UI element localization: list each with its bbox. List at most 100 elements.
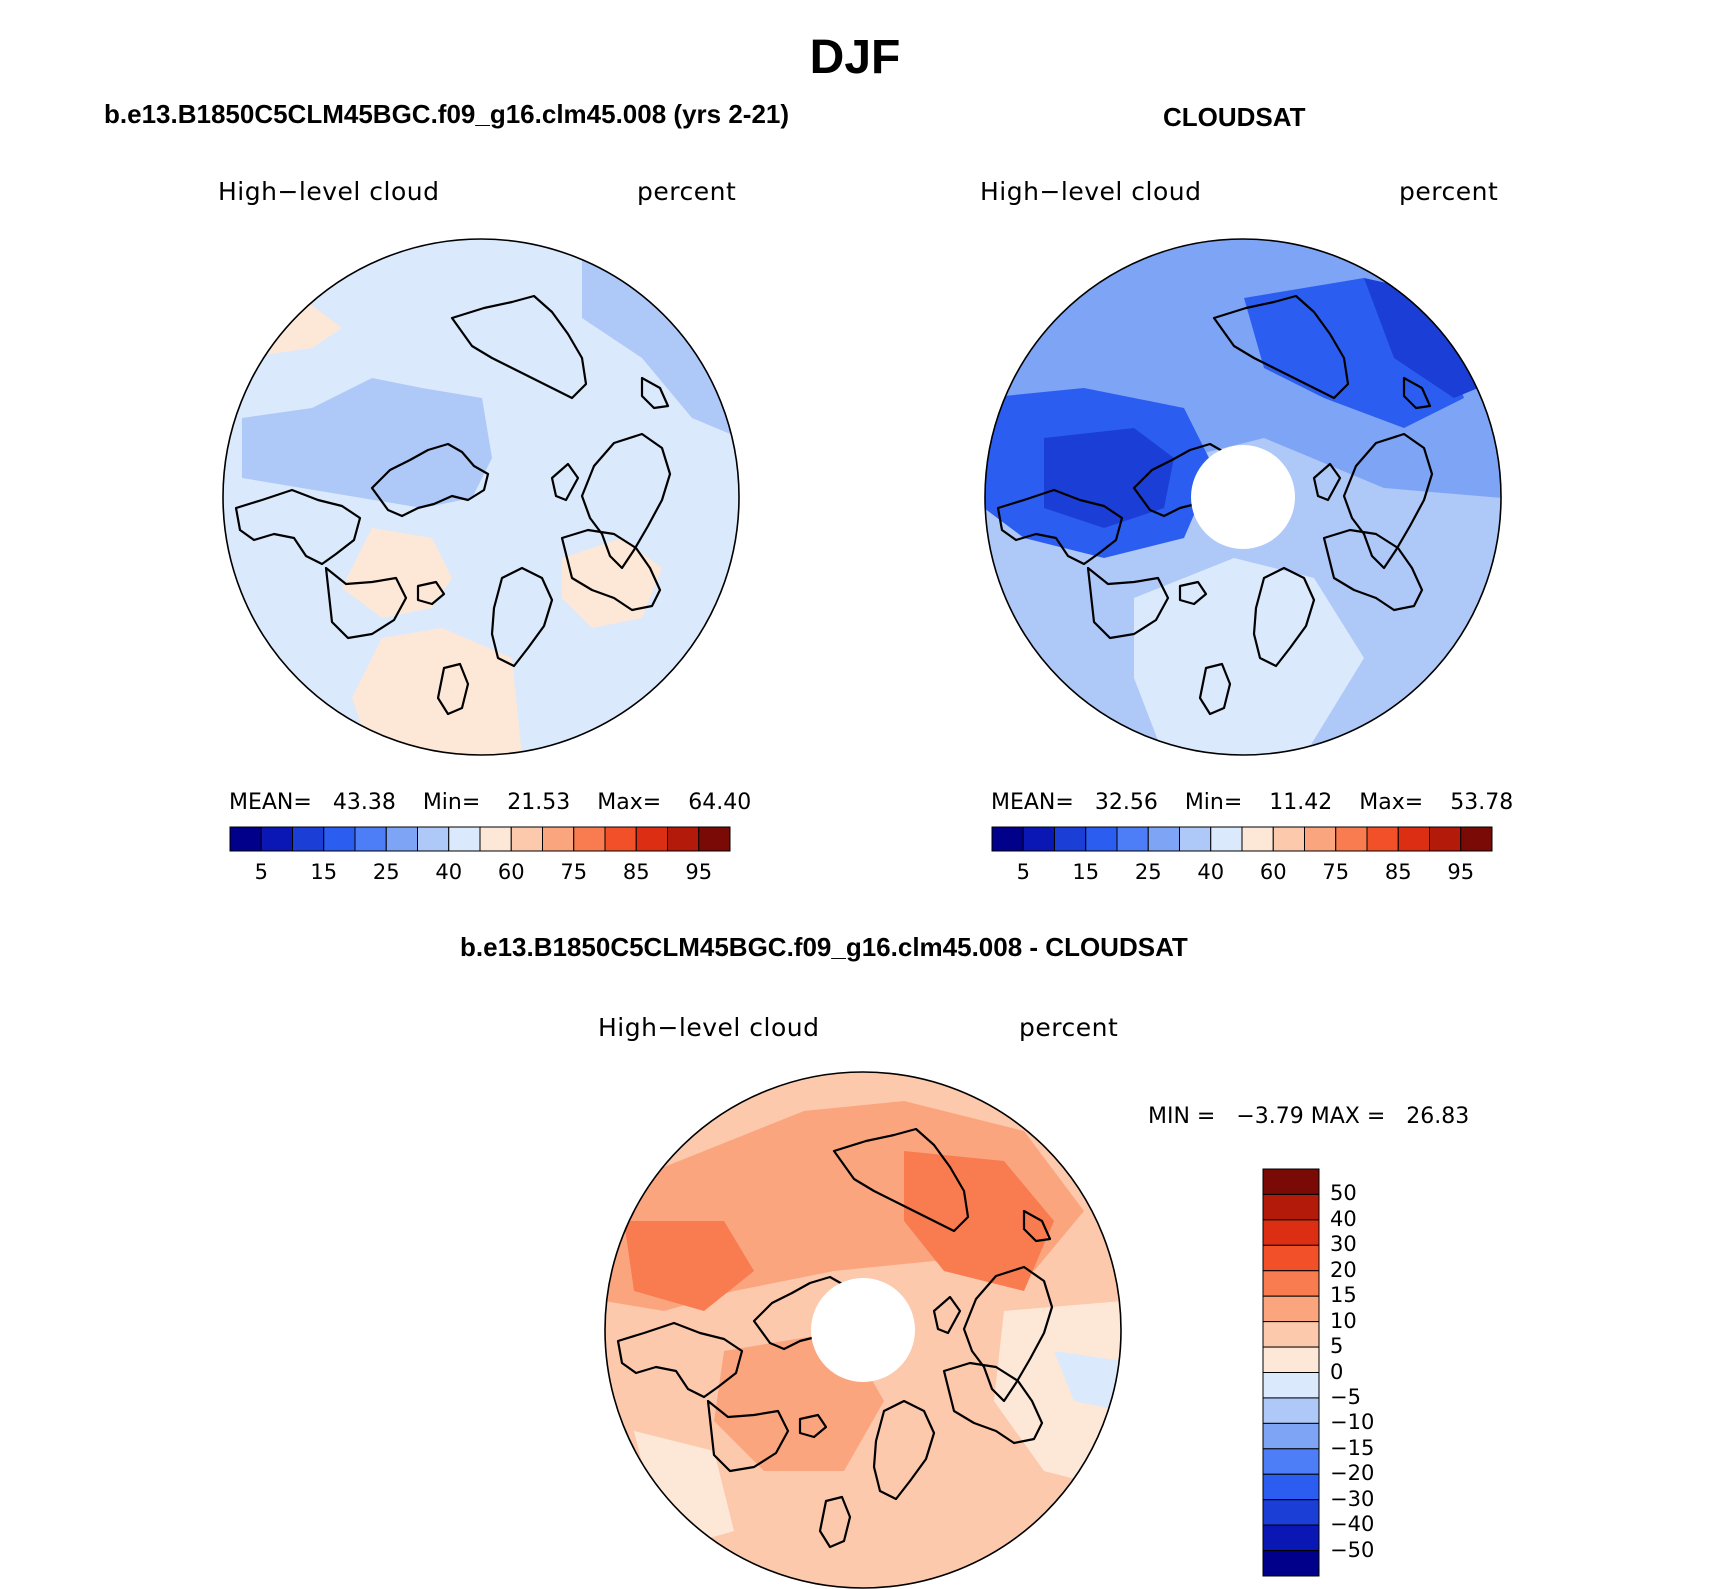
coastline	[450, 294, 588, 400]
colorbar-swatch	[1262, 1372, 1320, 1399]
colorbar-tick-label: 25	[1134, 860, 1162, 884]
stats-obs: MEAN= 32.56 Min= 11.42 Max= 53.78	[991, 790, 1513, 815]
coastline	[234, 488, 362, 566]
field-contour	[1044, 428, 1174, 528]
polar-map-model	[222, 238, 740, 756]
panel-heading-diff: b.e13.B1850C5CLM45BGC.f09_g16.clm45.008 …	[460, 932, 1188, 962]
colorbar-swatch	[510, 826, 543, 852]
colorbar-swatch	[1241, 826, 1274, 852]
colorbar-swatch	[1262, 1550, 1320, 1577]
field-label-model: High−level cloud	[218, 177, 440, 206]
max-value: 53.78	[1450, 790, 1514, 815]
colorbar-tick-label: 95	[1447, 860, 1475, 884]
colorbar-tick-label: −50	[1330, 1537, 1375, 1562]
coastline	[932, 1295, 962, 1335]
coastlines	[616, 1127, 1054, 1549]
coastline	[942, 1361, 1044, 1445]
colorbar-swatch	[991, 826, 1024, 852]
field-contour	[1384, 508, 1501, 638]
coastline	[706, 1399, 790, 1473]
field-contour	[624, 1221, 754, 1311]
colorbar-model	[229, 826, 731, 852]
field-contour	[562, 538, 662, 628]
colorbar-obs	[991, 826, 1493, 852]
map-border	[222, 238, 740, 756]
coastline	[1022, 1209, 1052, 1243]
colorbar-swatch	[1335, 826, 1368, 852]
colorbar-tick-label: −40	[1330, 1512, 1375, 1537]
min-value: 21.53	[507, 790, 571, 815]
colorbar-swatch	[1262, 1346, 1320, 1373]
coastline	[798, 1413, 828, 1439]
colorbar-swatch	[1262, 1244, 1320, 1272]
colorbar-tick-label: 5	[1330, 1334, 1344, 1359]
field-contour	[1054, 1351, 1121, 1411]
coastlines	[234, 294, 672, 716]
coastline	[550, 462, 580, 502]
coastlines	[996, 294, 1434, 716]
colorbar-obs-ticks: 5 15 25 40 60 75 85 95	[991, 860, 1493, 890]
colorbar-tick-label: 25	[372, 860, 400, 884]
field-contour	[1134, 558, 1364, 755]
coastline	[996, 488, 1124, 566]
colorbar-swatch	[1429, 826, 1462, 852]
coastline	[616, 1321, 744, 1399]
field-label-obs: High−level cloud	[980, 177, 1202, 206]
coastline	[1342, 432, 1434, 570]
colorbar-tick-label: 5	[1016, 860, 1030, 884]
mean-label: MEAN=	[991, 790, 1074, 815]
colorbar-swatch	[1262, 1397, 1320, 1424]
colorbar-tick-label: 15	[1072, 860, 1100, 884]
min-label: Min=	[1184, 790, 1243, 815]
colorbar-swatch	[1304, 826, 1337, 852]
field-contour	[342, 528, 452, 618]
mean-value: 43.38	[332, 790, 396, 815]
colorbar-swatch	[667, 826, 700, 852]
mean-label: MEAN=	[229, 790, 312, 815]
units-label-model: percent	[637, 177, 737, 206]
colorbar-swatch	[417, 826, 450, 852]
coastline	[1198, 662, 1232, 716]
panel-heading-model: b.e13.B1850C5CLM45BGC.f09_g16.clm45.008 …	[104, 99, 790, 129]
mean-value: 32.56	[1094, 790, 1158, 815]
coastline	[436, 662, 470, 716]
colorbar-swatch	[1262, 1524, 1320, 1552]
colorbar-swatch	[292, 826, 325, 852]
colorbar-tick-label: 40	[1330, 1206, 1357, 1231]
colorbar-swatch	[1022, 826, 1055, 852]
colorbar-tick-label: 85	[1384, 860, 1412, 884]
colorbar-swatch	[354, 826, 387, 852]
colorbar-tick-label: 20	[1330, 1257, 1357, 1282]
coastline	[1212, 294, 1350, 400]
colorbar-swatch	[1262, 1422, 1320, 1450]
colorbar-tick-label: 60	[497, 860, 525, 884]
colorbar-swatch	[260, 826, 293, 852]
colorbar-swatch	[604, 826, 637, 852]
map-field	[605, 1072, 1121, 1588]
coastline	[1312, 462, 1342, 502]
coastline	[580, 432, 672, 570]
colorbar-tick-label: 15	[310, 860, 338, 884]
colorbar-tick-label: 40	[435, 860, 463, 884]
colorbar-tick-label: 50	[1330, 1181, 1357, 1206]
colorbar-swatch	[1085, 826, 1118, 852]
coastline	[1252, 566, 1316, 668]
coastline	[490, 566, 554, 668]
colorbar-tick-label: −15	[1330, 1435, 1375, 1460]
colorbar-tick-label: 95	[685, 860, 713, 884]
colorbar-model-ticks: 5 15 25 40 60 75 85 95	[229, 860, 731, 890]
main-title: DJF	[809, 31, 901, 84]
coastline	[370, 442, 490, 518]
colorbar-swatch	[385, 826, 418, 852]
polar-map-diff	[604, 1071, 1122, 1589]
colorbar-tick-label: 85	[622, 860, 650, 884]
max-label: Max=	[597, 790, 662, 815]
units-label-obs: percent	[1399, 177, 1499, 206]
colorbar-swatch	[1054, 826, 1087, 852]
colorbar-swatch	[1460, 826, 1493, 852]
colorbar-tick-label: −10	[1330, 1410, 1375, 1435]
coastline	[1402, 376, 1432, 410]
colorbar-tick-label: 5	[254, 860, 268, 884]
colorbar-tick-label: −20	[1330, 1461, 1375, 1486]
field-contour	[582, 258, 739, 438]
